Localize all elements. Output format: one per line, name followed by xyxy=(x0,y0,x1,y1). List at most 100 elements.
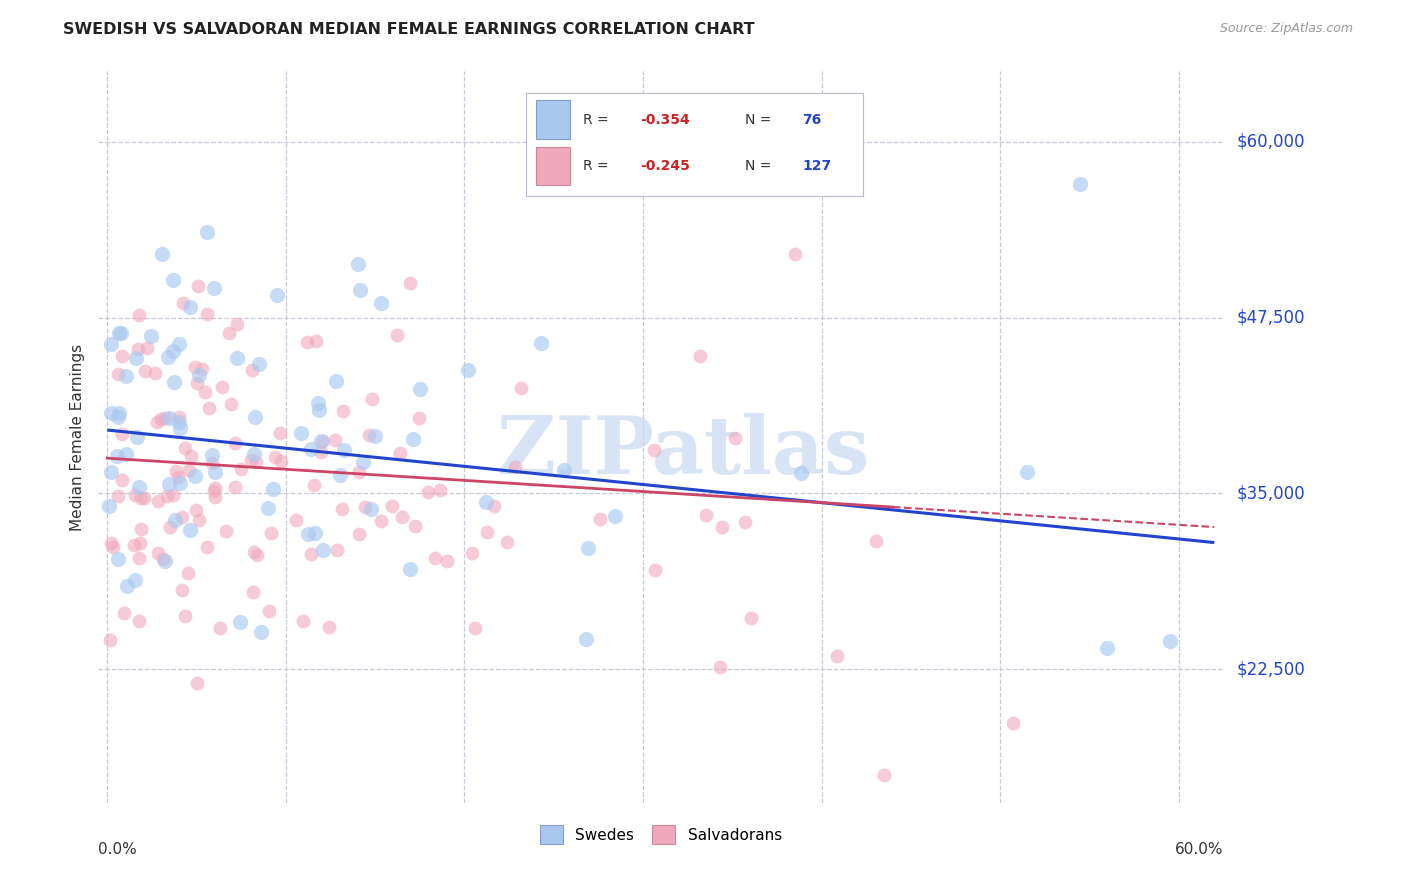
Point xyxy=(100,633,122,648)
Point xyxy=(211,379,233,393)
Point xyxy=(224,480,246,494)
Point xyxy=(309,444,332,458)
Point xyxy=(169,421,191,435)
Point xyxy=(404,519,426,533)
Point xyxy=(709,659,731,673)
Point xyxy=(399,561,422,575)
Point xyxy=(128,308,150,322)
Point xyxy=(461,545,484,559)
Point xyxy=(136,341,159,355)
Text: R =: R = xyxy=(583,159,613,173)
Point xyxy=(148,546,170,560)
Point xyxy=(226,317,249,331)
Point xyxy=(329,467,352,482)
Point xyxy=(128,551,150,566)
Point xyxy=(145,366,167,380)
Point xyxy=(167,415,190,429)
Point xyxy=(112,606,135,620)
Point xyxy=(361,392,384,407)
Text: R =: R = xyxy=(583,113,613,127)
Point xyxy=(187,279,209,293)
Point xyxy=(128,480,150,494)
Point xyxy=(553,463,575,477)
Point xyxy=(157,477,180,491)
Point xyxy=(710,520,733,534)
Point xyxy=(347,527,370,541)
Point xyxy=(167,409,190,424)
Point xyxy=(325,543,347,558)
Text: 0.0%: 0.0% xyxy=(98,842,138,856)
Point xyxy=(204,490,226,504)
Point xyxy=(215,524,238,538)
Point xyxy=(224,436,246,450)
Point xyxy=(145,415,167,429)
Point xyxy=(157,410,180,425)
Text: $22,500: $22,500 xyxy=(1237,660,1306,678)
Point xyxy=(825,648,848,663)
Point xyxy=(202,281,225,295)
Point xyxy=(105,449,128,463)
Point xyxy=(150,411,173,425)
Point xyxy=(724,431,747,445)
Point xyxy=(187,513,209,527)
Point xyxy=(307,395,329,409)
Point xyxy=(370,514,392,528)
Point xyxy=(204,481,226,495)
Point xyxy=(323,433,346,447)
Point xyxy=(132,491,155,505)
Y-axis label: Median Female Earnings: Median Female Earnings xyxy=(69,343,84,531)
Text: $60,000: $60,000 xyxy=(1237,133,1306,151)
Point xyxy=(115,369,138,384)
Text: N =: N = xyxy=(745,113,776,127)
Point xyxy=(131,523,153,537)
Point xyxy=(495,535,517,549)
Point xyxy=(195,225,218,239)
Point xyxy=(162,344,184,359)
Point xyxy=(302,478,325,492)
Point xyxy=(740,611,762,625)
Point xyxy=(174,442,197,456)
Point xyxy=(689,349,711,363)
Point xyxy=(153,554,176,568)
Point xyxy=(530,336,553,351)
Point xyxy=(408,411,430,425)
Point xyxy=(264,450,287,465)
Point xyxy=(325,374,347,388)
Point xyxy=(312,434,335,448)
Point xyxy=(457,363,479,377)
Text: N =: N = xyxy=(745,159,776,173)
Point xyxy=(475,524,498,539)
Point xyxy=(464,621,486,635)
Point xyxy=(270,453,292,467)
Point xyxy=(576,541,599,555)
Text: ZIPatlas: ZIPatlas xyxy=(498,413,869,491)
Point xyxy=(402,432,425,446)
Point xyxy=(173,608,195,623)
Point xyxy=(243,447,266,461)
Point xyxy=(162,487,184,501)
Point xyxy=(353,500,375,514)
Point xyxy=(429,483,451,497)
Point xyxy=(107,489,129,503)
Point xyxy=(257,501,280,516)
Point xyxy=(389,446,412,460)
Point xyxy=(191,362,214,376)
Point xyxy=(170,509,193,524)
Point xyxy=(197,307,219,321)
Point xyxy=(148,493,170,508)
Point xyxy=(201,456,224,470)
Point xyxy=(425,551,447,566)
Point xyxy=(100,406,122,420)
Point xyxy=(128,536,150,550)
Point xyxy=(1015,465,1038,479)
Text: 60.0%: 60.0% xyxy=(1175,842,1223,856)
Point xyxy=(266,287,288,301)
Point xyxy=(245,409,267,424)
Point xyxy=(141,329,163,343)
Point xyxy=(240,363,263,377)
Point xyxy=(360,502,382,516)
Point xyxy=(391,510,413,524)
Point xyxy=(153,411,176,425)
Point xyxy=(201,448,224,462)
Point xyxy=(1069,177,1091,191)
